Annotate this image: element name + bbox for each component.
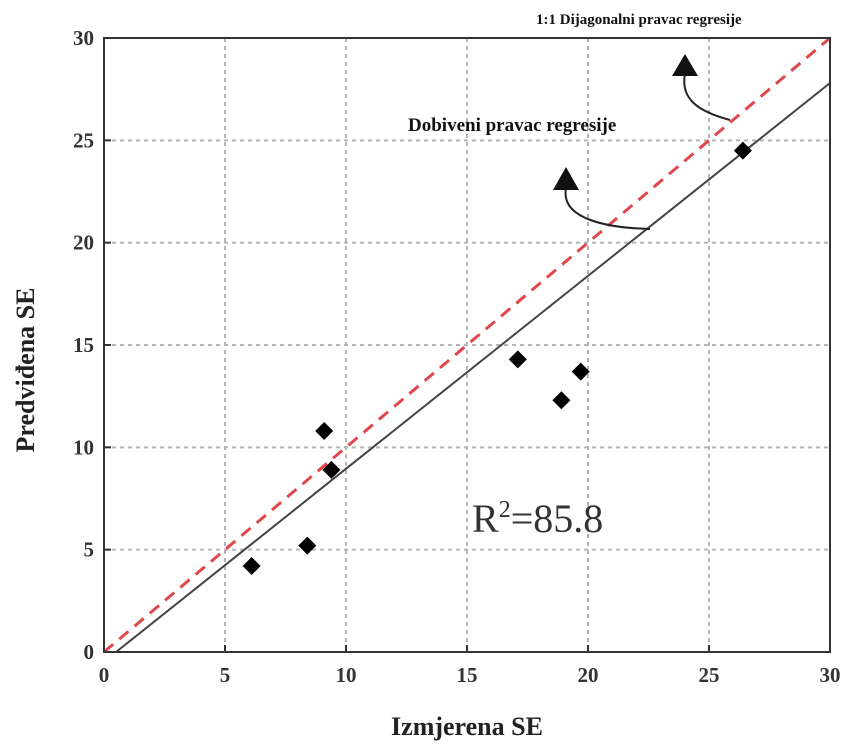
data-point-diamond xyxy=(242,557,261,576)
y-tick-label: 5 xyxy=(84,538,95,562)
diagonal-arrow-head-icon xyxy=(672,54,698,76)
x-axis-title: Izmjerena SE xyxy=(391,712,543,741)
x-tick-label: 15 xyxy=(457,663,478,687)
x-tick-label: 10 xyxy=(336,663,357,687)
x-tick-label: 20 xyxy=(578,663,599,687)
x-tick-label: 30 xyxy=(820,663,841,687)
x-tick-label: 25 xyxy=(699,663,720,687)
data-point-diamond xyxy=(322,460,341,479)
r-squared-symbol: R xyxy=(472,496,499,541)
grid xyxy=(104,38,830,652)
r-squared-label: R2=85.8 xyxy=(472,496,603,541)
diagonal-annotation-arrow xyxy=(683,73,731,121)
ticks: 0 5 10 15 20 25 30 0 5 10 15 20 25 30 xyxy=(73,26,841,687)
y-tick-label: 25 xyxy=(73,128,94,152)
y-tick-label: 0 xyxy=(84,640,95,664)
y-axis-title: Predviđena SE xyxy=(11,288,40,453)
y-tick-label: 30 xyxy=(73,26,94,50)
y-tick-label: 10 xyxy=(73,435,94,459)
regression-lines xyxy=(103,36,831,654)
data-point-diamond xyxy=(315,421,334,440)
r-squared-value: =85.8 xyxy=(511,496,604,541)
fit-line-label: Dobiveni pravac regresije xyxy=(408,115,616,136)
data-point-diamond xyxy=(552,391,571,410)
fit-arrow-head-icon xyxy=(553,167,579,190)
diagonal-line-label: 1:1 Dijagonalni pravac regresije xyxy=(536,12,742,28)
data-point-diamond xyxy=(733,141,752,160)
data-point-diamond xyxy=(508,350,527,369)
data-point-diamond xyxy=(571,362,590,381)
fit-annotation-arrow xyxy=(564,187,651,230)
data-points xyxy=(242,141,752,576)
y-tick-label: 20 xyxy=(73,231,94,255)
x-tick-label: 5 xyxy=(220,663,231,687)
y-tick-label: 15 xyxy=(73,333,94,357)
x-tick-label: 0 xyxy=(99,663,110,687)
data-point-diamond xyxy=(298,536,317,555)
r-squared-superscript: 2 xyxy=(499,497,511,523)
fitted-regression-line xyxy=(115,82,831,653)
